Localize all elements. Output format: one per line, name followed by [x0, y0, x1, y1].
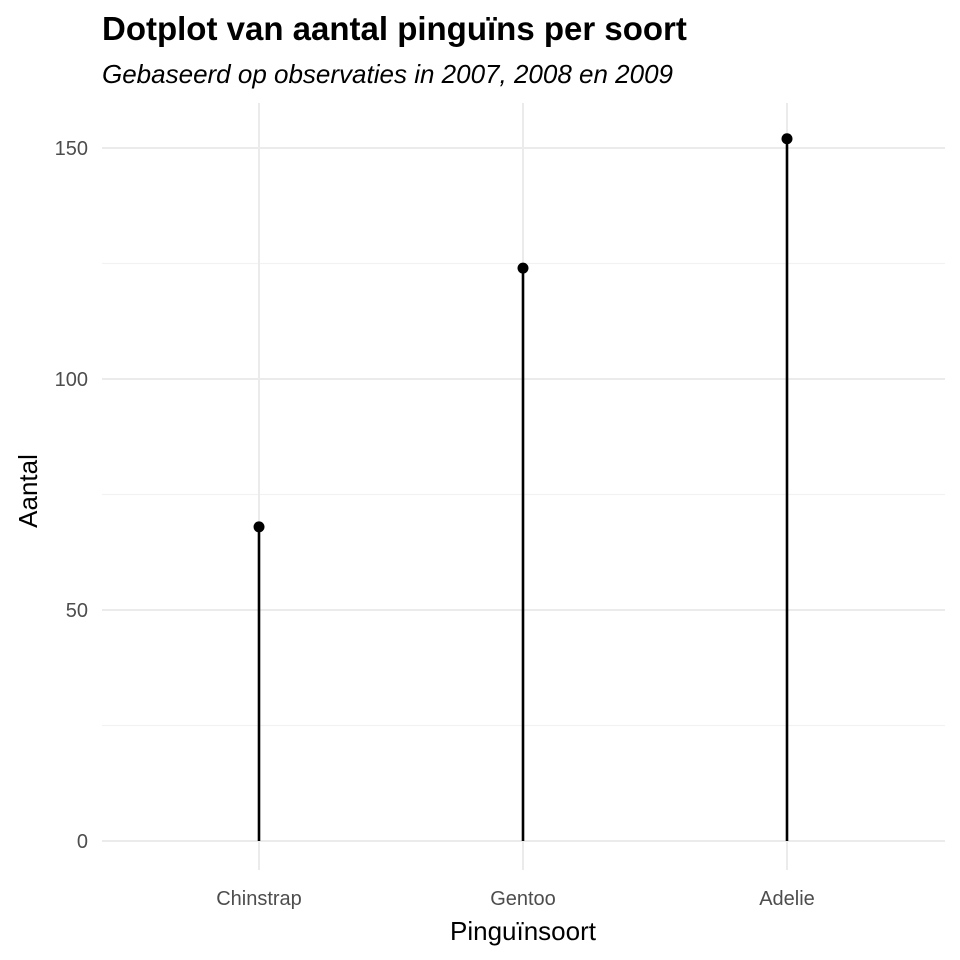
data-marks	[253, 133, 793, 841]
y-tick-label: 50	[66, 600, 88, 622]
chart-title: Dotplot van aantal pinguïns per soort	[102, 10, 687, 47]
y-tick-label: 150	[55, 138, 88, 160]
lollipop-dot	[517, 262, 529, 274]
y-tick-label: 0	[77, 831, 88, 853]
x-tick-label: Chinstrap	[216, 888, 302, 910]
y-axis-ticks: 0 50 100 150	[55, 138, 88, 853]
x-axis-ticks: Chinstrap Gentoo Adelie	[216, 888, 815, 910]
lollipop-dot	[781, 133, 793, 145]
x-axis-title: Pinguïnsoort	[450, 916, 597, 946]
y-axis-title: Aantal	[13, 454, 43, 528]
x-tick-label: Adelie	[759, 888, 815, 910]
lollipop-dot	[253, 521, 265, 533]
chart-subtitle: Gebaseerd op observaties in 2007, 2008 e…	[102, 59, 673, 89]
x-tick-label: Gentoo	[490, 888, 556, 910]
y-tick-label: 100	[55, 369, 88, 391]
